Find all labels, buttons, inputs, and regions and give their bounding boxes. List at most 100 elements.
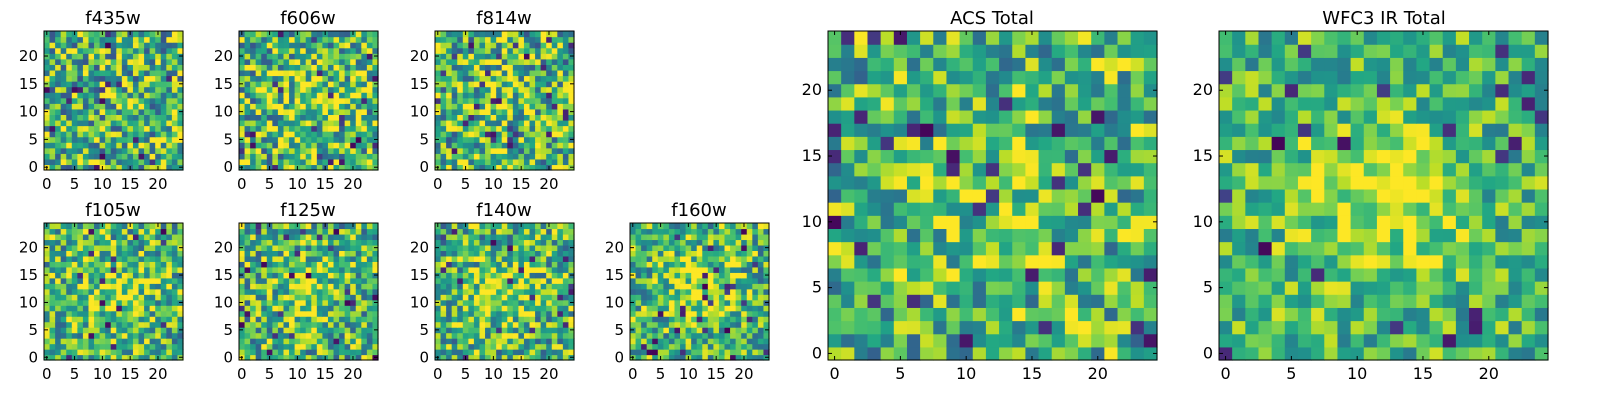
heatmap-cell [49, 239, 56, 246]
heatmap-cell [116, 142, 123, 149]
heatmap-cell [523, 277, 531, 284]
heatmap-cell [105, 327, 112, 334]
heatmap-cell [160, 81, 167, 88]
heatmap-cell [71, 250, 78, 257]
heatmap-cell [272, 108, 279, 115]
heatmap-cell [266, 228, 273, 235]
heatmap-cell [244, 153, 251, 160]
heatmap-cell [250, 42, 257, 49]
heatmap-cell [166, 142, 173, 149]
heatmap-cell [255, 31, 262, 38]
heatmap-cell [933, 202, 948, 216]
heatmap-cell [663, 277, 670, 284]
heatmap-cell [82, 53, 90, 60]
heatmap-cell [66, 164, 73, 171]
heatmap-cell [316, 343, 323, 350]
heatmap-cell [272, 349, 279, 356]
heatmap-cell [730, 288, 737, 295]
heatmap-cell [763, 277, 770, 284]
axes-frame [43, 30, 184, 171]
heatmap-cell [239, 42, 246, 49]
heatmap-cell [327, 86, 335, 93]
heatmap-cell [713, 272, 720, 279]
heatmap-cell [344, 153, 351, 160]
heatmap-cell [741, 316, 748, 323]
heatmap-cell [696, 223, 703, 230]
heatmap-cell [518, 305, 525, 312]
heatmap-cell [680, 349, 687, 356]
heatmap-cell [283, 103, 290, 110]
heatmap-cell [55, 47, 62, 54]
heatmap-cell [55, 103, 62, 110]
heatmap-cell [757, 327, 765, 334]
heatmap-cell [239, 266, 246, 273]
heatmap-cell [244, 310, 251, 317]
heatmap-cell [1104, 333, 1119, 348]
heatmap-cell [696, 277, 703, 284]
heatmap-cell [110, 343, 117, 350]
heatmap-cell [691, 223, 698, 230]
heatmap-cell [568, 147, 575, 154]
heatmap-cell [277, 305, 285, 312]
heatmap-cell [266, 75, 273, 82]
heatmap-cell [735, 250, 742, 257]
heatmap-cell [479, 272, 486, 279]
heatmap-cell [485, 288, 492, 295]
heatmap-cell [1078, 267, 1092, 282]
heatmap-cell [641, 261, 648, 268]
heatmap-cell [55, 261, 62, 268]
heatmap-cell [350, 310, 357, 317]
heatmap-cell [316, 42, 323, 49]
heatmap-cell [730, 294, 737, 301]
heatmap-cell [691, 244, 698, 251]
heatmap-cell [94, 153, 101, 160]
heatmap-cell [300, 75, 307, 82]
heatmap-cell [144, 223, 151, 230]
heatmap-cell [355, 321, 362, 328]
heatmap-cell [529, 158, 536, 166]
heatmap-cell [327, 158, 335, 166]
heatmap-cell [116, 332, 123, 339]
heatmap-cell [540, 239, 547, 246]
heatmap-cell [501, 31, 508, 38]
heatmap-cell [523, 92, 531, 99]
heatmap-cell [355, 86, 362, 93]
heatmap-cell [551, 255, 558, 262]
heatmap-cell [457, 58, 464, 65]
heatmap-cell [66, 321, 73, 328]
heatmap-cell [501, 327, 508, 334]
heatmap-cell [652, 354, 659, 361]
heatmap-cell [1064, 162, 1079, 177]
heatmap-cell [121, 233, 128, 241]
heatmap-cell [485, 299, 492, 306]
heatmap-cell [468, 228, 475, 235]
heatmap-cell [261, 108, 268, 115]
heatmap-cell [289, 53, 296, 60]
heatmap-cell [529, 97, 536, 104]
heatmap-cell [529, 86, 536, 93]
heatmap-cell [66, 158, 73, 166]
heatmap-cell [893, 254, 908, 269]
heatmap-cell [540, 131, 547, 138]
heatmap-cell [121, 125, 128, 132]
heatmap-cell [568, 266, 575, 273]
heatmap-cell [657, 294, 664, 301]
heatmap-cell [327, 277, 335, 284]
heatmap-cell [116, 75, 123, 82]
heatmap-cell [741, 332, 748, 339]
heatmap-cell [333, 153, 340, 160]
heatmap-cell [138, 228, 145, 235]
heatmap-cell [641, 288, 648, 295]
heatmap-cell [529, 244, 536, 251]
heatmap-cell [155, 64, 162, 71]
heatmap-cell [485, 147, 492, 154]
heatmap-cell [132, 31, 140, 38]
heatmap-cell [300, 338, 307, 345]
heatmap-cell [171, 53, 179, 60]
heatmap-cell [485, 266, 492, 273]
heatmap-cell [355, 354, 362, 361]
heatmap-cell [355, 261, 362, 268]
heatmap-cell [512, 244, 519, 251]
heatmap-cell [283, 53, 290, 60]
heatmap-cell [479, 321, 486, 328]
